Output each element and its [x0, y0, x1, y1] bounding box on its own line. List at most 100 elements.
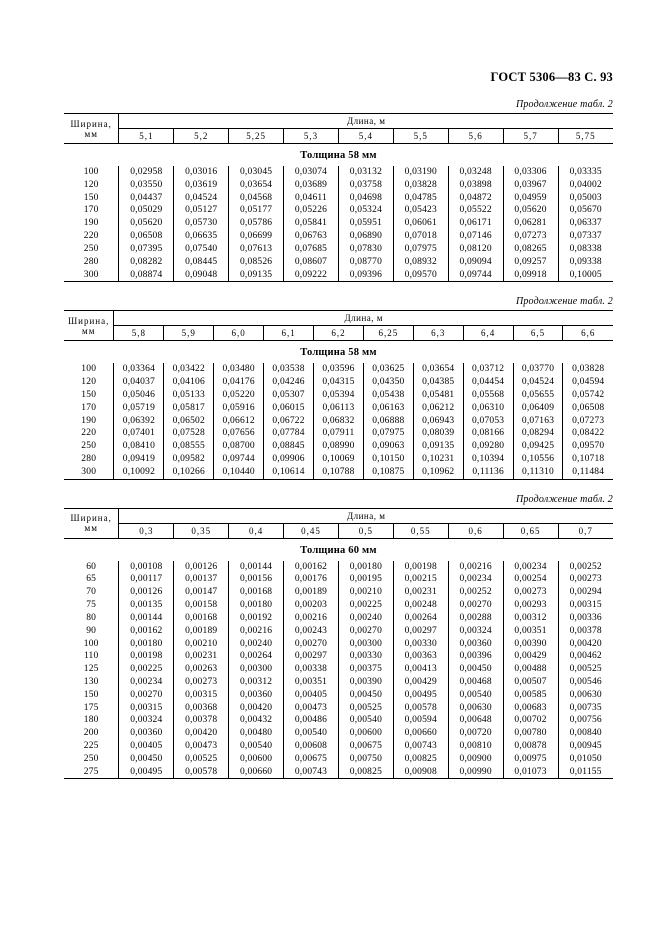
value-cell: 0,07273	[503, 230, 558, 243]
value-cell: 0,00189	[284, 586, 339, 599]
value-cell: 0,10394	[463, 453, 513, 466]
value-cell: 0,07784	[264, 427, 314, 440]
value-cell: 0,00273	[174, 676, 229, 689]
value-cell: 0,00216	[229, 625, 284, 638]
length-col-header: 5,2	[174, 129, 229, 144]
value-cell: 0,00675	[284, 753, 339, 766]
value-cell: 0,00413	[393, 663, 448, 676]
width-cell: 125	[64, 663, 119, 676]
value-cell: 0,03712	[463, 363, 513, 376]
value-cell: 0,05177	[229, 204, 284, 217]
value-cell: 0,06943	[413, 415, 463, 428]
width-cell: 300	[64, 269, 119, 282]
value-cell: 0,00263	[174, 663, 229, 676]
value-cell: 0,00324	[448, 625, 503, 638]
value-cell: 0,00396	[448, 650, 503, 663]
value-cell: 0,00540	[448, 689, 503, 702]
length-col-header: 0,4	[229, 523, 284, 538]
length-col-header: 0,3	[119, 523, 174, 538]
value-cell: 0,05655	[513, 389, 563, 402]
value-cell: 0,00702	[503, 714, 558, 727]
value-cell: 0,04106	[164, 376, 214, 389]
value-cell: 0,00600	[229, 753, 284, 766]
value-cell: 0,08294	[513, 427, 563, 440]
value-cell: 0,00180	[229, 599, 284, 612]
width-cell: 75	[64, 599, 119, 612]
value-cell: 0,07163	[513, 415, 563, 428]
value-cell: 0,00294	[558, 586, 613, 599]
length-col-header: 0,5	[338, 523, 393, 538]
value-cell: 0,00126	[119, 586, 174, 599]
value-cell: 0,06722	[264, 415, 314, 428]
value-cell: 0,03770	[513, 363, 563, 376]
value-cell: 0,06888	[363, 415, 413, 428]
value-cell: 0,00486	[284, 714, 339, 727]
width-cell: 250	[64, 753, 119, 766]
value-cell: 0,00198	[119, 650, 174, 663]
value-cell: 0,00225	[338, 599, 393, 612]
length-col-header: 5,1	[119, 129, 174, 144]
value-cell: 0,00156	[229, 573, 284, 586]
value-cell: 0,04611	[284, 192, 339, 205]
length-col-header: 5,8	[114, 326, 164, 341]
value-cell: 0,07613	[229, 243, 284, 256]
value-cell: 0,00300	[229, 663, 284, 676]
length-header: Длина, м	[114, 311, 613, 326]
value-cell: 0,00675	[338, 740, 393, 753]
value-cell: 0,00168	[174, 612, 229, 625]
value-cell: 0,09918	[503, 269, 558, 282]
value-cell: 0,03045	[229, 166, 284, 179]
value-cell: 0,06612	[214, 415, 264, 428]
value-cell: 0,00405	[284, 689, 339, 702]
value-cell: 0,03016	[174, 166, 229, 179]
value-cell: 0,03074	[284, 166, 339, 179]
value-cell: 0,09570	[563, 440, 613, 453]
value-cell: 0,04524	[513, 376, 563, 389]
value-cell: 0,04002	[558, 179, 613, 192]
value-cell: 0,06015	[264, 402, 314, 415]
value-cell: 0,00234	[503, 561, 558, 574]
value-cell: 0,04385	[413, 376, 463, 389]
length-col-header: 6,3	[413, 326, 463, 341]
value-cell: 0,00429	[393, 676, 448, 689]
value-cell: 0,00162	[284, 561, 339, 574]
value-cell: 0,00390	[503, 638, 558, 651]
value-cell: 0,03596	[314, 363, 364, 376]
value-cell: 0,07540	[174, 243, 229, 256]
width-cell: 90	[64, 625, 119, 638]
value-cell: 0,06392	[114, 415, 164, 428]
width-cell: 100	[64, 166, 119, 179]
value-cell: 0,00473	[174, 740, 229, 753]
value-cell: 0,00578	[174, 766, 229, 779]
value-cell: 0,06508	[119, 230, 174, 243]
data-table: Ширина,ммДлина, м0,30,350,40,450,50,550,…	[64, 508, 613, 780]
value-cell: 0,00216	[284, 612, 339, 625]
value-cell: 0,00450	[119, 753, 174, 766]
value-cell: 0,00273	[503, 586, 558, 599]
value-cell: 0,09222	[284, 269, 339, 282]
value-cell: 0,00368	[174, 702, 229, 715]
value-cell: 0,06113	[314, 402, 364, 415]
value-cell: 0,07656	[214, 427, 264, 440]
thickness-title: Толщина 58 мм	[64, 341, 613, 364]
value-cell: 0,03758	[338, 179, 393, 192]
value-cell: 0,00315	[174, 689, 229, 702]
value-cell: 0,00507	[503, 676, 558, 689]
value-cell: 0,08422	[563, 427, 613, 440]
length-header: Длина, м	[119, 114, 613, 129]
value-cell: 0,00210	[174, 638, 229, 651]
width-cell: 220	[64, 427, 114, 440]
width-header: Ширина,мм	[64, 114, 119, 144]
value-cell: 0,00480	[229, 727, 284, 740]
width-cell: 170	[64, 402, 114, 415]
value-cell: 0,00162	[119, 625, 174, 638]
value-cell: 0,00195	[338, 573, 393, 586]
value-cell: 0,00234	[448, 573, 503, 586]
value-cell: 0,00585	[503, 689, 558, 702]
value-cell: 0,06832	[314, 415, 364, 428]
width-cell: 190	[64, 415, 114, 428]
value-cell: 0,09582	[164, 453, 214, 466]
value-cell: 0,00360	[229, 689, 284, 702]
value-cell: 0,09063	[363, 440, 413, 453]
value-cell: 0,03480	[214, 363, 264, 376]
